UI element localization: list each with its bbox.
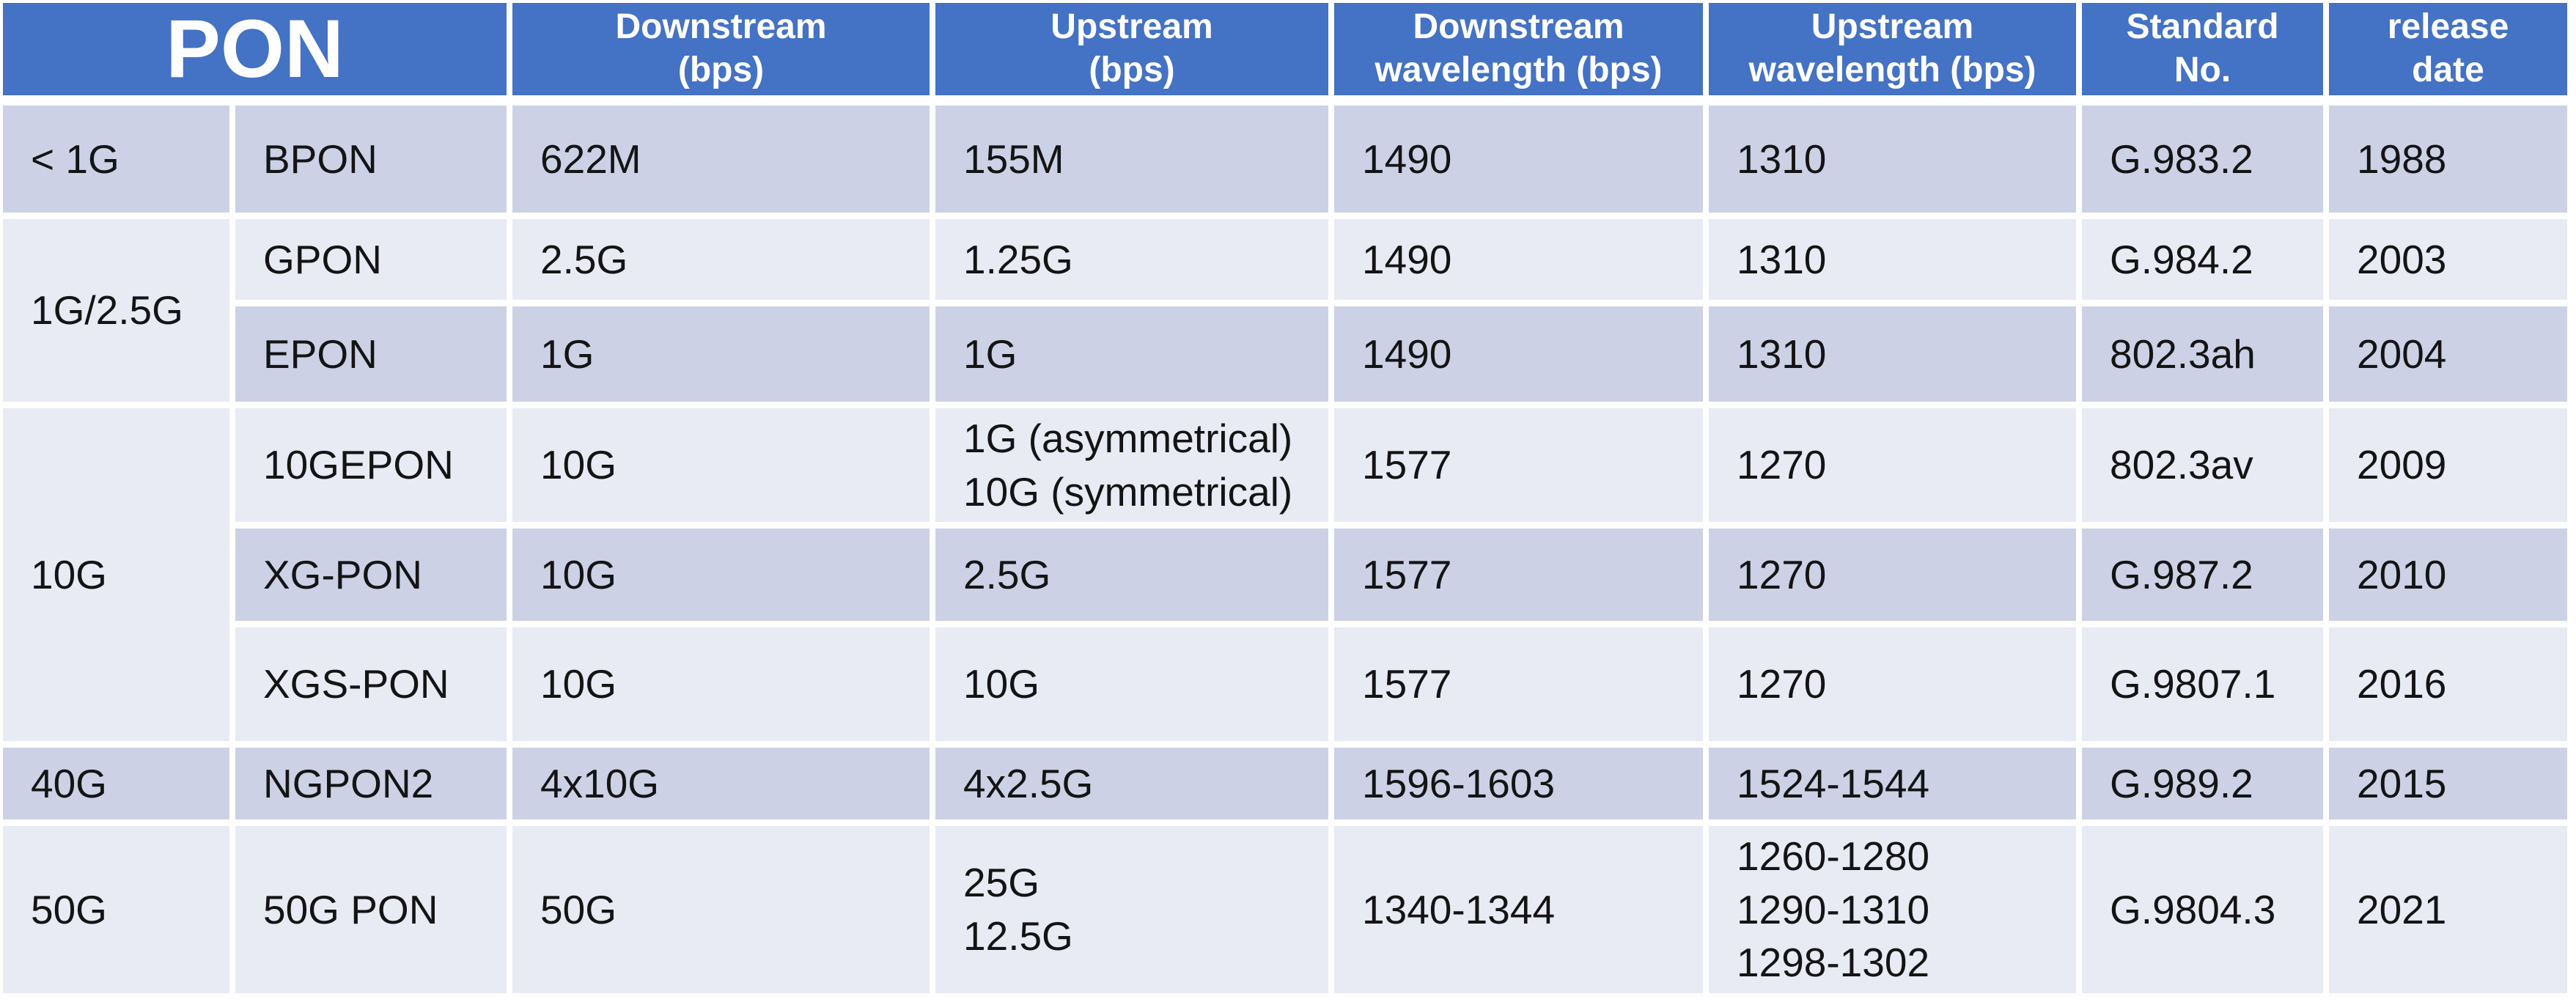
col-header-downstream-wavelength: Downstream wavelength (bps) bbox=[1334, 3, 1710, 106]
row-group-cell: < 1G bbox=[3, 106, 235, 219]
standard-no-cell: G.9804.3 bbox=[2082, 826, 2330, 1000]
col-header-standard-no: Standard No. bbox=[2082, 3, 2330, 106]
release-date-cell: 2004 bbox=[2329, 306, 2574, 408]
table-row: 50G 50G PON 50G 25G 12.5G 1340-1344 1260… bbox=[3, 826, 2574, 1000]
release-date-cell: 2016 bbox=[2329, 627, 2574, 748]
downstream-bps-cell: 10G bbox=[512, 627, 936, 748]
standard-no-cell: G.984.2 bbox=[2082, 219, 2330, 306]
upstream-wavelength-cell: 1310 bbox=[1709, 106, 2083, 219]
pon-name-cell: NGPON2 bbox=[235, 748, 513, 826]
standard-no-cell: G.983.2 bbox=[2082, 106, 2330, 219]
release-date-cell: 1988 bbox=[2329, 106, 2574, 219]
row-group-cell: 40G bbox=[3, 748, 235, 826]
pon-standards-table: PON Downstream (bps) Upstream (bps) Down… bbox=[3, 3, 2574, 1000]
col-header-upstream-wavelength: Upstream wavelength (bps) bbox=[1709, 3, 2083, 106]
upstream-bps-cell: 4x2.5G bbox=[935, 748, 1335, 826]
upstream-bps-cell: 1G bbox=[935, 306, 1335, 408]
downstream-wavelength-cell: 1340-1344 bbox=[1334, 826, 1710, 1000]
upstream-bps-cell: 155M bbox=[935, 106, 1335, 219]
downstream-wavelength-cell: 1577 bbox=[1334, 627, 1710, 748]
downstream-wavelength-cell: 1577 bbox=[1334, 408, 1710, 528]
col-header-downstream-bps: Downstream (bps) bbox=[512, 3, 936, 106]
table-row: XGS-PON 10G 10G 1577 1270 G.9807.1 2016 bbox=[3, 627, 2574, 748]
col-header-release-date: release date bbox=[2329, 3, 2574, 106]
upstream-wavelength-cell: 1310 bbox=[1709, 306, 2083, 408]
downstream-bps-cell: 4x10G bbox=[512, 748, 936, 826]
release-date-cell: 2021 bbox=[2329, 826, 2574, 1000]
row-group-cell: 10G bbox=[3, 408, 235, 748]
downstream-wavelength-cell: 1596-1603 bbox=[1334, 748, 1710, 826]
standard-no-cell: 802.3ah bbox=[2082, 306, 2330, 408]
upstream-wavelength-cell: 1270 bbox=[1709, 408, 2083, 528]
downstream-bps-cell: 10G bbox=[512, 408, 936, 528]
standard-no-cell: G.9807.1 bbox=[2082, 627, 2330, 748]
table-row: 10G 10GEPON 10G 1G (asymmetrical) 10G (s… bbox=[3, 408, 2574, 748]
pon-name-cell: GPON bbox=[235, 219, 513, 306]
table-row: 1G/2.5G GPON 2.5G 1.25G 1490 1310 G.984.… bbox=[3, 219, 2574, 408]
table-row: EPON 1G 1G 1490 1310 802.3ah 2004 bbox=[3, 306, 2574, 408]
pon-name-cell: XG-PON bbox=[235, 528, 513, 627]
downstream-bps-cell: 50G bbox=[512, 826, 936, 1000]
release-date-cell: 2015 bbox=[2329, 748, 2574, 826]
pon-name-cell: 10GEPON bbox=[235, 408, 513, 528]
downstream-wavelength-cell: 1490 bbox=[1334, 306, 1710, 408]
upstream-wavelength-cell: 1270 bbox=[1709, 528, 2083, 627]
row-group-cell: 1G/2.5G bbox=[3, 219, 235, 408]
downstream-wavelength-cell: 1490 bbox=[1334, 106, 1710, 219]
col-header-upstream-bps: Upstream (bps) bbox=[935, 3, 1335, 106]
release-date-cell: 2010 bbox=[2329, 528, 2574, 627]
release-date-cell: 2003 bbox=[2329, 219, 2574, 306]
pon-name-cell: 50G PON bbox=[235, 826, 513, 1000]
upstream-wavelength-cell: 1270 bbox=[1709, 627, 2083, 748]
row-group-cell: 50G bbox=[3, 826, 235, 1000]
pon-name-cell: XGS-PON bbox=[235, 627, 513, 748]
table-row: < 1G BPON 622M 155M 1490 1310 G.983.2 19… bbox=[3, 106, 2574, 219]
pon-title: PON bbox=[3, 3, 513, 106]
downstream-bps-cell: 622M bbox=[512, 106, 936, 219]
table-row: 40G NGPON2 4x10G 4x2.5G 1596-1603 1524-1… bbox=[3, 748, 2574, 826]
upstream-bps-cell: 10G bbox=[935, 627, 1335, 748]
upstream-bps-cell: 25G 12.5G bbox=[935, 826, 1335, 1000]
header-row: PON Downstream (bps) Upstream (bps) Down… bbox=[3, 3, 2574, 106]
release-date-cell: 2009 bbox=[2329, 408, 2574, 528]
upstream-bps-cell: 1.25G bbox=[935, 219, 1335, 306]
downstream-wavelength-cell: 1490 bbox=[1334, 219, 1710, 306]
pon-name-cell: EPON bbox=[235, 306, 513, 408]
upstream-wavelength-cell: 1524-1544 bbox=[1709, 748, 2083, 826]
upstream-bps-cell: 2.5G bbox=[935, 528, 1335, 627]
downstream-bps-cell: 2.5G bbox=[512, 219, 936, 306]
downstream-bps-cell: 10G bbox=[512, 528, 936, 627]
standard-no-cell: G.989.2 bbox=[2082, 748, 2330, 826]
upstream-bps-cell: 1G (asymmetrical) 10G (symmetrical) bbox=[935, 408, 1335, 528]
upstream-wavelength-cell: 1310 bbox=[1709, 219, 2083, 306]
downstream-wavelength-cell: 1577 bbox=[1334, 528, 1710, 627]
downstream-bps-cell: 1G bbox=[512, 306, 936, 408]
pon-name-cell: BPON bbox=[235, 106, 513, 219]
table-row: XG-PON 10G 2.5G 1577 1270 G.987.2 2010 bbox=[3, 528, 2574, 627]
standard-no-cell: G.987.2 bbox=[2082, 528, 2330, 627]
upstream-wavelength-cell: 1260-1280 1290-1310 1298-1302 bbox=[1709, 826, 2083, 1000]
standard-no-cell: 802.3av bbox=[2082, 408, 2330, 528]
